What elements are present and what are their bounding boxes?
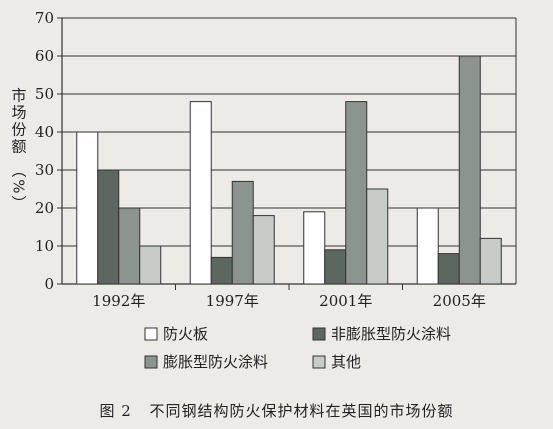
legend-swatch <box>144 327 158 341</box>
legend-label: 其他 <box>331 353 361 371</box>
y-tick-label: 40 <box>35 123 54 141</box>
bar-防火板-1992年 <box>76 131 99 285</box>
legend-swatch <box>312 355 326 369</box>
bar-非膨胀型防火涂料-1992年 <box>97 169 120 285</box>
caption-text: 不同钢结构防火保护材料在英国的市场份额 <box>149 402 454 420</box>
y-tick-label: 70 <box>35 9 54 27</box>
y-tick-label: 20 <box>35 199 54 217</box>
legend-label: 膨胀型防火涂料 <box>163 353 268 371</box>
legend-label: 防火板 <box>163 325 208 343</box>
bar-非膨胀型防火涂料-2001年 <box>324 249 347 285</box>
legend-swatch <box>144 355 158 369</box>
bar-防火板-2001年 <box>303 211 326 285</box>
bar-防火板-1997年 <box>189 101 212 285</box>
y-tick-label: 60 <box>35 47 54 65</box>
bar-非膨胀型防火涂料-2005年 <box>437 253 460 285</box>
y-tick-label: 10 <box>35 237 54 255</box>
x-tick-label: 1992年 <box>92 292 145 310</box>
bar-其他-1992年 <box>139 245 162 285</box>
legend-swatch <box>312 327 326 341</box>
x-tick-label: 2001年 <box>319 292 372 310</box>
caption-number: 图 2 <box>99 402 132 420</box>
bar-膨胀型防火涂料-2001年 <box>345 101 368 285</box>
x-tick-label: 1997年 <box>206 292 259 310</box>
bar-其他-1997年 <box>252 215 275 285</box>
y-tick-label: 30 <box>35 161 54 179</box>
x-tick-label: 2005年 <box>433 292 486 310</box>
bar-膨胀型防火涂料-1992年 <box>118 207 141 285</box>
bar-其他-2001年 <box>366 188 389 285</box>
y-tick-label: 0 <box>44 275 54 293</box>
y-axis-label: 市场份额 （%） <box>10 87 28 212</box>
bar-膨胀型防火涂料-2005年 <box>458 55 481 285</box>
bar-其他-2005年 <box>479 237 502 285</box>
figure-caption: 图 2 不同钢结构防火保护材料在英国的市场份额 <box>0 400 553 421</box>
bar-非膨胀型防火涂料-1997年 <box>210 256 233 285</box>
bar-膨胀型防火涂料-1997年 <box>231 180 254 285</box>
bar-防火板-2005年 <box>416 207 439 285</box>
y-tick-label: 50 <box>35 85 54 103</box>
legend-label: 非膨胀型防火涂料 <box>331 325 451 343</box>
